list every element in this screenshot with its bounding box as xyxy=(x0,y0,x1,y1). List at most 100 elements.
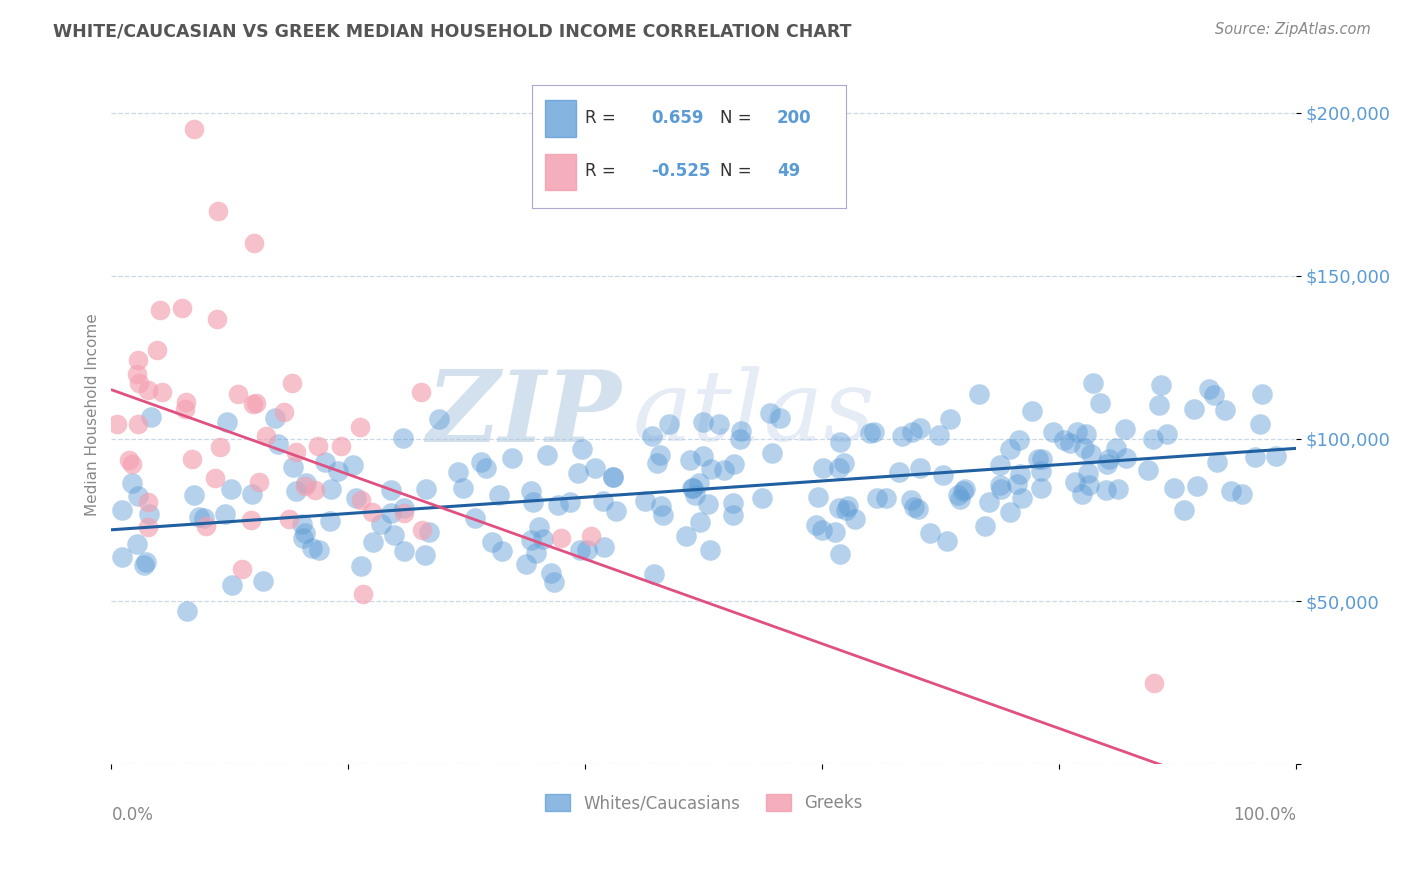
Point xyxy=(470,455,492,469)
Point xyxy=(901,425,924,439)
Point xyxy=(730,424,752,438)
Point xyxy=(759,406,782,420)
Point xyxy=(575,542,598,557)
Point xyxy=(1107,482,1129,496)
Point xyxy=(1202,387,1225,401)
Point xyxy=(682,481,704,495)
Point xyxy=(242,397,264,411)
Point xyxy=(447,465,470,479)
Point xyxy=(875,491,897,506)
Point xyxy=(394,544,416,558)
Point xyxy=(988,458,1011,472)
Point xyxy=(558,494,581,508)
Point xyxy=(998,442,1021,456)
Point xyxy=(692,450,714,464)
Point xyxy=(1250,386,1272,401)
Point xyxy=(207,203,229,218)
Text: 0.0%: 0.0% xyxy=(111,806,153,824)
Point xyxy=(135,555,157,569)
Point xyxy=(180,451,202,466)
Point xyxy=(1264,449,1286,463)
Point xyxy=(254,429,277,443)
Point xyxy=(1080,447,1102,461)
Point xyxy=(488,488,510,502)
Legend: Whites/Caucasians, Greeks: Whites/Caucasians, Greeks xyxy=(538,788,869,819)
Point xyxy=(990,483,1012,497)
Point xyxy=(415,482,437,496)
Point xyxy=(330,439,353,453)
Point xyxy=(214,507,236,521)
Point xyxy=(1010,467,1032,482)
Point xyxy=(1081,376,1104,390)
Point xyxy=(685,488,707,502)
Point xyxy=(1114,422,1136,436)
Point xyxy=(136,383,159,397)
Point xyxy=(136,519,159,533)
Point xyxy=(1173,502,1195,516)
Point xyxy=(301,541,323,555)
Point xyxy=(228,387,250,401)
Point xyxy=(353,587,375,601)
Point xyxy=(121,457,143,471)
Point xyxy=(648,448,671,462)
Point xyxy=(127,417,149,431)
Point xyxy=(593,541,616,555)
Point xyxy=(127,489,149,503)
Point xyxy=(172,301,194,316)
Point xyxy=(308,543,330,558)
Point xyxy=(111,503,134,517)
Point xyxy=(900,492,922,507)
Point xyxy=(697,497,720,511)
Point xyxy=(811,461,834,475)
Point xyxy=(1077,478,1099,492)
Point xyxy=(247,475,270,490)
Point xyxy=(291,516,314,531)
Point xyxy=(692,415,714,429)
Point xyxy=(242,236,264,251)
Point xyxy=(935,533,957,548)
Point xyxy=(713,463,735,477)
Point xyxy=(863,425,886,439)
Point xyxy=(475,460,498,475)
Point xyxy=(952,483,974,498)
Point xyxy=(728,432,751,446)
Point xyxy=(349,420,371,434)
Point xyxy=(141,410,163,425)
Point xyxy=(240,513,263,527)
Point xyxy=(1147,398,1170,412)
Point xyxy=(1007,477,1029,491)
Text: atlas: atlas xyxy=(633,367,876,462)
Point xyxy=(136,495,159,509)
Point xyxy=(520,533,543,548)
Point xyxy=(491,544,513,558)
Point xyxy=(948,488,970,502)
Point xyxy=(571,442,593,456)
Point xyxy=(149,302,172,317)
Point xyxy=(174,395,197,409)
Point xyxy=(547,498,569,512)
Point xyxy=(1104,442,1126,456)
Point xyxy=(650,500,672,514)
Point xyxy=(1115,451,1137,466)
Point xyxy=(1249,417,1271,431)
Point xyxy=(392,506,415,520)
Point xyxy=(967,387,990,401)
Point xyxy=(707,417,730,431)
Point xyxy=(380,483,402,497)
Point xyxy=(427,411,450,425)
Point xyxy=(903,500,925,515)
Point xyxy=(949,491,972,506)
Point xyxy=(314,455,336,469)
Point xyxy=(824,524,846,539)
Point xyxy=(146,343,169,358)
Point xyxy=(127,367,149,381)
Point xyxy=(977,495,1000,509)
Point xyxy=(264,411,287,425)
Point xyxy=(1098,451,1121,466)
Point xyxy=(221,577,243,591)
Point xyxy=(721,496,744,510)
Point xyxy=(567,466,589,480)
Point xyxy=(370,517,392,532)
Point xyxy=(830,547,852,561)
Point xyxy=(242,486,264,500)
